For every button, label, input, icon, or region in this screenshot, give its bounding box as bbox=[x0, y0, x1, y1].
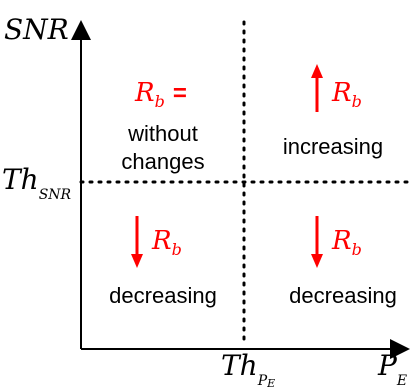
down-arrow-head bbox=[311, 254, 323, 268]
x-axis-label: PE bbox=[378, 352, 407, 387]
pe-threshold-sub: P bbox=[257, 373, 268, 387]
snr-threshold-main: Th bbox=[2, 163, 39, 196]
x-axis-label-sub: E bbox=[396, 373, 408, 387]
bottom-right-text: decreasing bbox=[289, 283, 397, 308]
snr-threshold-label: ThSNR bbox=[2, 163, 72, 204]
rb-symbol: R bbox=[152, 226, 172, 256]
bottom-left-rb-symbol: Rb bbox=[152, 228, 182, 258]
top-left-line2: changes bbox=[121, 149, 205, 174]
rb-symbol-sub: b bbox=[351, 92, 362, 111]
down-arrow-head bbox=[131, 254, 143, 268]
pe-threshold-subsub: E bbox=[267, 377, 276, 387]
top-left-text: without changes bbox=[108, 120, 218, 176]
bottom-left-text: decreasing bbox=[109, 283, 217, 308]
x-axis-label-main: P bbox=[378, 349, 397, 382]
rb-symbol: R bbox=[332, 78, 352, 108]
bottom-right-rb-symbol: Rb bbox=[332, 228, 362, 258]
rb-symbol-sub: b bbox=[154, 92, 165, 111]
pe-threshold-label: ThPE bbox=[221, 352, 275, 387]
top-left-rb-symbol: Rb = bbox=[135, 80, 187, 110]
pe-threshold-main: Th bbox=[221, 349, 258, 382]
y-axis-label: SNR bbox=[4, 13, 69, 46]
up-arrow-head bbox=[311, 64, 323, 78]
rb-symbol: R bbox=[135, 78, 155, 108]
rb-symbol-sub: b bbox=[171, 240, 182, 259]
top-right-rb-symbol: Rb bbox=[332, 80, 362, 110]
top-right-text: increasing bbox=[282, 134, 384, 159]
snr-threshold-sub: SNR bbox=[38, 187, 72, 203]
top-left-line1: without bbox=[128, 121, 198, 146]
rb-symbol-sub: b bbox=[351, 240, 362, 259]
rb-symbol: R bbox=[332, 226, 352, 256]
equals-sign: = bbox=[172, 80, 187, 107]
